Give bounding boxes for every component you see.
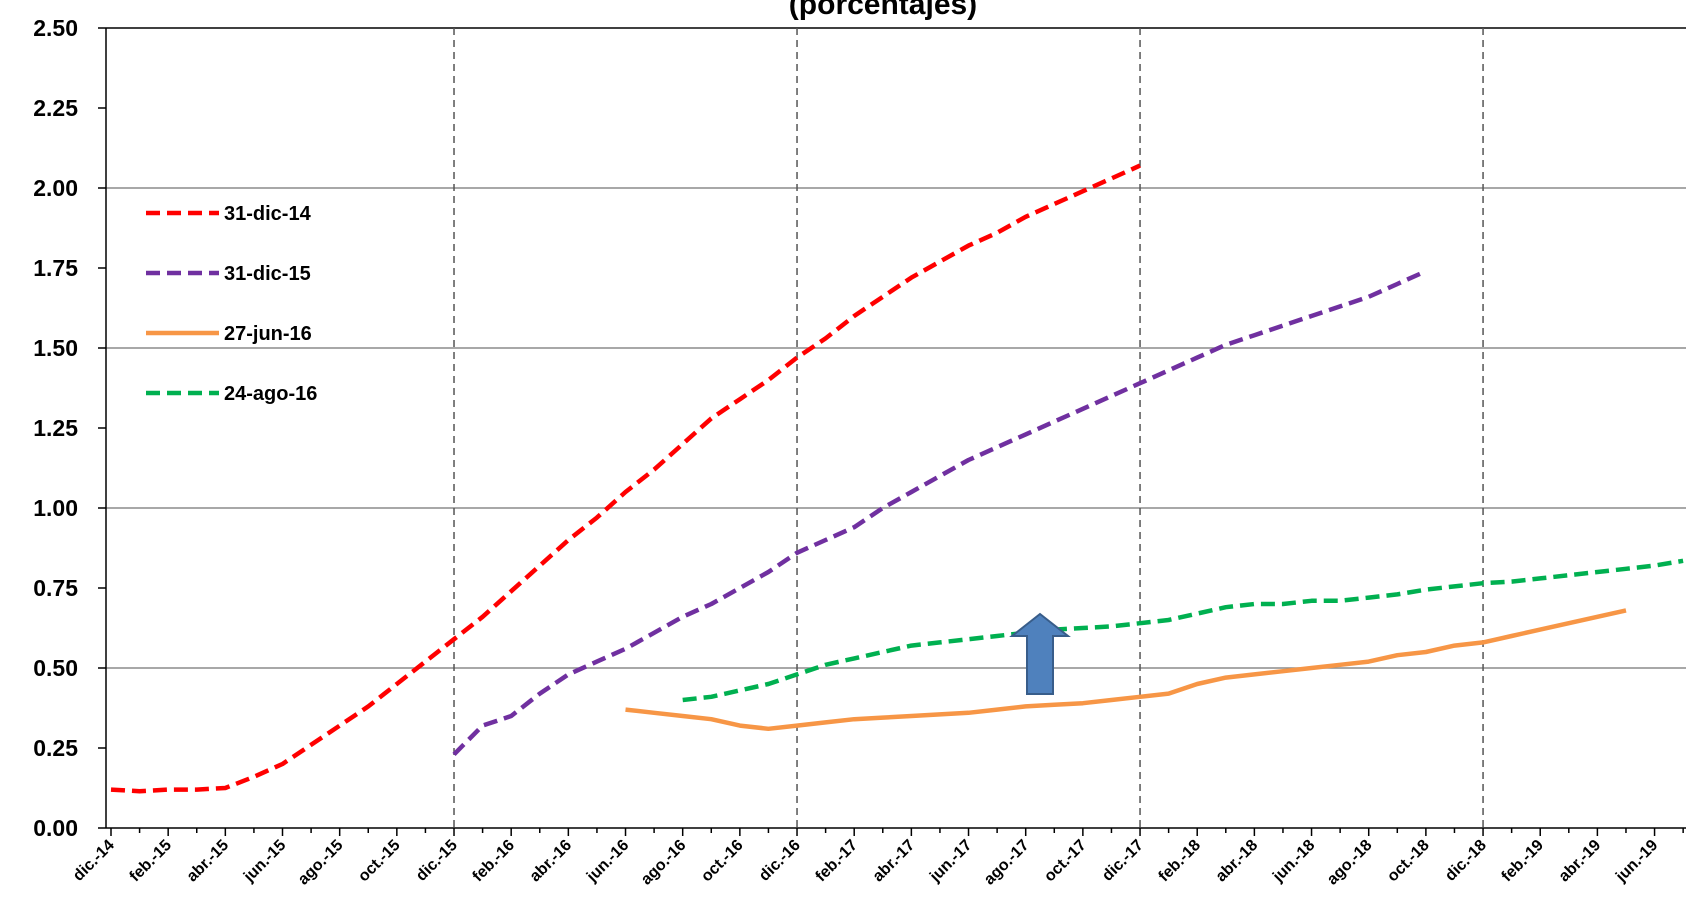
y-tick-label: 2.00 (33, 175, 78, 201)
x-tick-label: feb.-18 (1156, 837, 1205, 886)
x-tick-label: abr.-16 (527, 837, 576, 886)
x-tick-label: dic.-16 (756, 837, 804, 885)
y-tick-label: 1.75 (33, 255, 78, 281)
x-tick-label: dic.-17 (1099, 837, 1147, 885)
x-tick-label: dic.-18 (1442, 837, 1490, 885)
x-tick-label: ago.-15 (295, 837, 347, 889)
y-tick-label: 1.00 (33, 495, 78, 521)
y-tick-label: 1.25 (33, 415, 78, 441)
legend: 31-dic-14 31-dic-15 27-jun-16 24-ago-16 (146, 203, 317, 405)
y-tick-label: 0.25 (33, 735, 78, 761)
x-tick-label: jun.-17 (926, 837, 975, 886)
x-tick-label: abr.-15 (184, 837, 233, 886)
axes: 0.00 0.25 0.50 0.75 1.00 1.25 1.50 1.75 2.00 2.25… (33, 15, 1686, 888)
legend-item-27-jun-16: 27-jun-16 (146, 323, 312, 345)
x-tick-label: abr.-17 (870, 837, 919, 886)
x-tick-label: feb.-15 (127, 837, 176, 886)
x-tick-label: abr.-18 (1213, 837, 1262, 886)
legend-item-31-dic-14: 31-dic-14 (146, 203, 312, 225)
x-tick-label: jun.-19 (1612, 837, 1661, 886)
x-tick-label: oct.-15 (355, 837, 404, 886)
x-tick-label: oct.-17 (1041, 837, 1090, 886)
legend-label: 31-dic-15 (224, 263, 311, 285)
y-tick-label: 2.25 (33, 95, 78, 121)
y-tick-label: 1.50 (33, 335, 78, 361)
x-tick-label: feb.-19 (1499, 837, 1548, 886)
x-tick-label: oct.-16 (698, 837, 747, 886)
series-line-31-dic-14 (110, 163, 1141, 794)
series-line-24-ago-16 (682, 558, 1684, 703)
annotations (1009, 612, 1071, 695)
series-line-27-jun-16 (625, 608, 1627, 732)
x-tick-label: dic.-14 (70, 837, 118, 885)
x-tick-label: feb.-17 (813, 837, 862, 886)
legend-label: 27-jun-16 (224, 323, 312, 345)
chart-title: (porcentajes) (789, 0, 977, 21)
series-line-31-dic-15 (452, 269, 1427, 756)
x-tick-label: feb.-16 (470, 837, 519, 886)
y-tick-label: 0.50 (33, 655, 78, 681)
y-tick-label: 2.50 (33, 15, 78, 41)
x-tick-label: ago.-17 (981, 837, 1033, 889)
legend-label: 31-dic-14 (224, 203, 312, 225)
x-tick-label: abr.-19 (1556, 837, 1605, 886)
x-tick-label: oct.-18 (1384, 837, 1433, 886)
series-group (110, 163, 1684, 794)
grid (106, 27, 1686, 828)
y-tick-label: 0.00 (33, 815, 78, 841)
y-tick-label: 0.75 (33, 575, 78, 601)
legend-item-24-ago-16: 24-ago-16 (146, 383, 317, 405)
x-tick-label: ago.-18 (1324, 837, 1376, 889)
x-tick-label: jun.-16 (583, 837, 632, 886)
up-arrow-annotation (1009, 612, 1071, 695)
legend-item-31-dic-15: 31-dic-15 (146, 263, 311, 285)
x-tick-label: jun.-15 (240, 837, 289, 886)
x-tick-label: jun.-18 (1269, 837, 1318, 886)
legend-label: 24-ago-16 (224, 383, 317, 405)
x-tick-label: dic.-15 (413, 837, 461, 885)
x-tick-label: ago.-16 (638, 837, 690, 889)
